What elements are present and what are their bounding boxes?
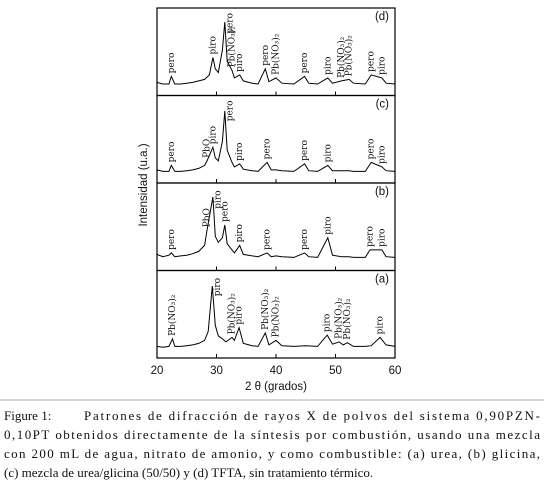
panel-label: (a) [375,274,389,286]
peak-label: Pb(NO₃)₂ [336,36,347,78]
peak-label: pero [220,201,230,222]
peak-label: piro [323,314,333,332]
peak-label: Pb(NO₃)₂ [227,26,238,68]
peak-label: piro [213,190,223,208]
peak-label: Pb(NO₃)₂ [271,33,282,75]
peak-label: pero [263,139,273,160]
peak-label: Pb(NO₃)₂ [344,35,355,77]
caption-line: Patrones de difracción de rayos X de pol… [84,408,540,423]
peak-label: pero [366,226,376,247]
caption-label: Figure 1: [4,408,51,423]
peak-label: Pb(NO₃)₂ [167,294,178,336]
peak-label: piro [208,126,218,144]
panel-label: (c) [376,99,390,111]
peak-label: pero [263,229,273,250]
peak-label: Pb(NO₃)₂ [342,298,353,340]
panel-label: (b) [375,186,389,198]
peak-label: piro [323,144,333,162]
peak-label: pero [167,53,177,74]
x-tick-label: 60 [389,365,402,377]
peak-label: Pb(NO₃)₂ [271,296,282,338]
peak-label: pero [225,13,235,34]
peak-label: pero [167,142,177,163]
peak-label: pero [167,229,177,250]
xrd-pattern [156,110,396,172]
peak-label: pero [367,139,377,160]
x-tick-label: 30 [210,365,223,377]
peak-label: PbO [203,208,213,227]
peak-label: PbO [203,139,213,158]
x-tick-label: 20 [151,365,164,377]
xrd-pattern [156,196,396,258]
peak-label: Pb(NO₃)₂ [227,293,238,335]
xrd-pattern [156,286,396,348]
peak-label: piro [377,229,387,247]
peak-label: piro [323,57,333,75]
peak-label: piro [235,306,245,324]
peak-label: piro [376,316,386,334]
xrd-pattern [156,21,396,85]
peak-label: Pb(NO₃)₂ [260,288,271,330]
caption-line: (c) mezcla de urea/glicina (50/50) y (d)… [4,465,373,480]
peak-label: pero [300,53,310,74]
peak-label: piro [323,216,333,234]
caption-line: 0,10PT obtenidos directamente de la sínt… [4,427,540,442]
peak-label: pero [367,51,377,72]
x-tick-label: 50 [329,365,342,377]
peak-label: piro [208,36,218,54]
caption-line: con 200 mL de agua, nitrato de amonio, y… [4,446,540,461]
peak-label: piro [235,143,245,161]
peak-label: piro [213,278,223,296]
x-tick-label: 40 [270,365,283,377]
peak-label: pero [300,229,310,250]
peak-label: piro [377,57,387,75]
panel-label: (d) [375,11,389,23]
y-axis-label: Intensidad (u.a.) [138,143,150,226]
peak-label: Pb(NO₃)₂ [334,297,345,339]
peak-label: piro [235,54,245,72]
peak-label: pero [225,100,235,121]
x-axis-label: 2 θ (grados) [245,381,307,393]
peak-label: pero [261,45,271,66]
peak-label: pero [300,140,310,161]
peak-label: piro [377,146,387,164]
peak-label: piro [235,224,245,242]
